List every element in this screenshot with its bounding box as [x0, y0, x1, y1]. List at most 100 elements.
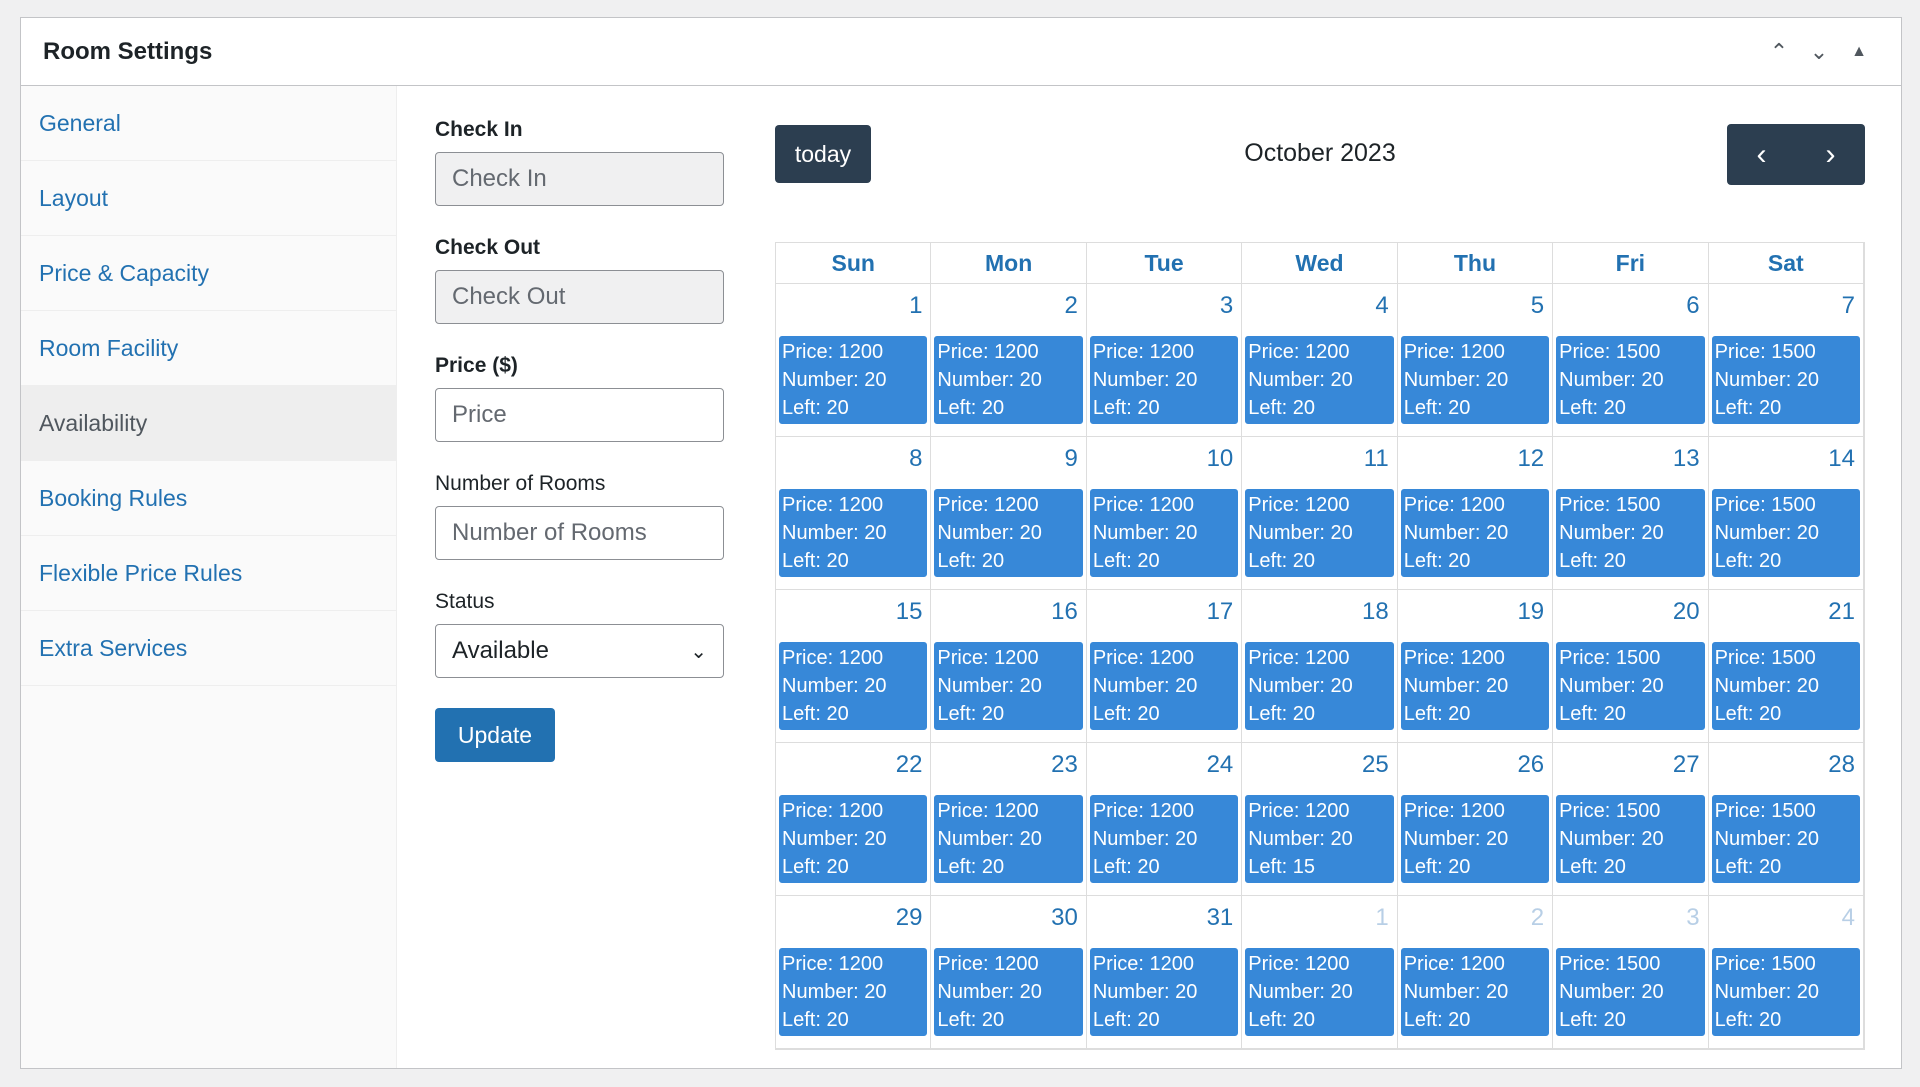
- availability-event[interactable]: Price: 1500 Number: 20 Left: 20: [1711, 948, 1860, 1036]
- day-number[interactable]: 30: [1051, 904, 1078, 931]
- day-number[interactable]: 31: [1206, 904, 1234, 931]
- day-cell[interactable]: 31 Price: 1200 Number: 20 Left: 20: [1086, 896, 1243, 1049]
- toggle-panel-icon[interactable]: ▲: [1851, 42, 1867, 60]
- availability-event[interactable]: Price: 1200 Number: 20 Left: 20: [1400, 489, 1550, 577]
- day-number[interactable]: 20: [1672, 598, 1700, 625]
- availability-event[interactable]: Price: 1200 Number: 20 Left: 20: [779, 948, 928, 1036]
- day-number[interactable]: 3: [1686, 904, 1700, 931]
- day-number[interactable]: 23: [1051, 751, 1078, 778]
- availability-event[interactable]: Price: 1500 Number: 20 Left: 20: [1556, 795, 1705, 883]
- availability-event[interactable]: Price: 1500 Number: 20 Left: 20: [1711, 336, 1860, 424]
- day-cell[interactable]: 20 Price: 1500 Number: 20 Left: 20: [1553, 590, 1709, 743]
- day-number[interactable]: 22: [895, 751, 923, 778]
- sidebar-item-room-facility[interactable]: Room Facility: [21, 311, 396, 386]
- check-in-input[interactable]: [435, 152, 724, 206]
- day-number[interactable]: 1: [909, 292, 923, 319]
- availability-event[interactable]: Price: 1200 Number: 20 Left: 20: [1400, 795, 1550, 883]
- availability-event[interactable]: Price: 1200 Number: 20 Left: 20: [1089, 948, 1239, 1036]
- day-cell[interactable]: 6 Price: 1500 Number: 20 Left: 20: [1553, 284, 1709, 437]
- day-number[interactable]: 18: [1362, 598, 1389, 625]
- day-number[interactable]: 11: [1363, 445, 1389, 472]
- day-number[interactable]: 4: [1841, 904, 1855, 931]
- day-number[interactable]: 8: [909, 445, 923, 472]
- availability-event[interactable]: Price: 1200 Number: 20 Left: 20: [1245, 948, 1394, 1036]
- availability-event[interactable]: Price: 1200 Number: 20 Left: 20: [934, 795, 1083, 883]
- day-number[interactable]: 16: [1051, 598, 1078, 625]
- availability-event[interactable]: Price: 1200 Number: 20 Left: 20: [1400, 642, 1550, 730]
- availability-event[interactable]: Price: 1200 Number: 20 Left: 20: [1089, 336, 1239, 424]
- availability-event[interactable]: Price: 1200 Number: 20 Left: 15: [1245, 795, 1394, 883]
- day-cell[interactable]: 21 Price: 1500 Number: 20 Left: 20: [1708, 590, 1864, 743]
- availability-event[interactable]: Price: 1200 Number: 20 Left: 20: [779, 795, 928, 883]
- day-number[interactable]: 10: [1206, 445, 1234, 472]
- day-number[interactable]: 2: [1530, 904, 1545, 931]
- day-number[interactable]: 15: [895, 598, 923, 625]
- availability-event[interactable]: Price: 1200 Number: 20 Left: 20: [1400, 948, 1550, 1036]
- day-cell[interactable]: 25 Price: 1200 Number: 20 Left: 15: [1242, 743, 1398, 896]
- check-out-input[interactable]: [435, 270, 724, 324]
- day-number[interactable]: 25: [1362, 751, 1389, 778]
- day-number[interactable]: 2: [1064, 292, 1078, 319]
- availability-event[interactable]: Price: 1200 Number: 20 Left: 20: [1400, 336, 1550, 424]
- availability-event[interactable]: Price: 1500 Number: 20 Left: 20: [1556, 489, 1705, 577]
- day-number[interactable]: 28: [1828, 751, 1855, 778]
- day-cell[interactable]: 12 Price: 1200 Number: 20 Left: 20: [1397, 437, 1554, 590]
- day-number[interactable]: 27: [1672, 751, 1700, 778]
- day-cell[interactable]: 2 Price: 1200 Number: 20 Left: 20: [1397, 896, 1554, 1049]
- day-number[interactable]: 9: [1064, 445, 1078, 472]
- day-cell[interactable]: 10 Price: 1200 Number: 20 Left: 20: [1086, 437, 1243, 590]
- status-select[interactable]: Available ⌄: [435, 624, 724, 678]
- sidebar-item-booking-rules[interactable]: Booking Rules: [21, 461, 396, 536]
- move-down-icon[interactable]: ⌄: [1809, 38, 1829, 64]
- availability-event[interactable]: Price: 1200 Number: 20 Left: 20: [779, 489, 928, 577]
- availability-event[interactable]: Price: 1200 Number: 20 Left: 20: [779, 336, 928, 424]
- day-number[interactable]: 12: [1517, 445, 1545, 472]
- rooms-input[interactable]: [435, 506, 724, 560]
- day-cell[interactable]: 24 Price: 1200 Number: 20 Left: 20: [1086, 743, 1243, 896]
- day-number[interactable]: 21: [1828, 598, 1855, 625]
- day-cell[interactable]: 28 Price: 1500 Number: 20 Left: 20: [1708, 743, 1864, 896]
- day-cell[interactable]: 11 Price: 1200 Number: 20 Left: 20: [1242, 437, 1398, 590]
- availability-event[interactable]: Price: 1500 Number: 20 Left: 20: [1556, 336, 1705, 424]
- day-cell[interactable]: 18 Price: 1200 Number: 20 Left: 20: [1242, 590, 1398, 743]
- day-cell[interactable]: 29 Price: 1200 Number: 20 Left: 20: [776, 896, 932, 1049]
- day-cell[interactable]: 1 Price: 1200 Number: 20 Left: 20: [776, 284, 932, 437]
- day-cell[interactable]: 5 Price: 1200 Number: 20 Left: 20: [1397, 284, 1554, 437]
- availability-event[interactable]: Price: 1500 Number: 20 Left: 20: [1711, 489, 1860, 577]
- day-cell[interactable]: 7 Price: 1500 Number: 20 Left: 20: [1708, 284, 1864, 437]
- day-cell[interactable]: 9 Price: 1200 Number: 20 Left: 20: [931, 437, 1087, 590]
- availability-event[interactable]: Price: 1200 Number: 20 Left: 20: [1245, 489, 1394, 577]
- day-cell[interactable]: 4 Price: 1500 Number: 20 Left: 20: [1708, 896, 1864, 1049]
- availability-event[interactable]: Price: 1200 Number: 20 Left: 20: [934, 642, 1083, 730]
- availability-event[interactable]: Price: 1200 Number: 20 Left: 20: [934, 489, 1083, 577]
- day-cell[interactable]: 16 Price: 1200 Number: 20 Left: 20: [931, 590, 1087, 743]
- day-number[interactable]: 26: [1517, 751, 1545, 778]
- availability-event[interactable]: Price: 1500 Number: 20 Left: 20: [1556, 948, 1705, 1036]
- price-input[interactable]: [435, 388, 724, 442]
- sidebar-item-flexible-price-rules[interactable]: Flexible Price Rules: [21, 536, 396, 611]
- sidebar-item-layout[interactable]: Layout: [21, 161, 396, 236]
- day-cell[interactable]: 14 Price: 1500 Number: 20 Left: 20: [1708, 437, 1864, 590]
- day-number[interactable]: 14: [1828, 445, 1855, 472]
- day-number[interactable]: 3: [1219, 292, 1234, 319]
- day-number[interactable]: 6: [1686, 292, 1700, 319]
- availability-event[interactable]: Price: 1200 Number: 20 Left: 20: [934, 336, 1083, 424]
- day-cell[interactable]: 22 Price: 1200 Number: 20 Left: 20: [776, 743, 932, 896]
- availability-event[interactable]: Price: 1200 Number: 20 Left: 20: [779, 642, 928, 730]
- availability-event[interactable]: Price: 1500 Number: 20 Left: 20: [1711, 795, 1860, 883]
- day-cell[interactable]: 23 Price: 1200 Number: 20 Left: 20: [931, 743, 1087, 896]
- day-number[interactable]: 7: [1841, 292, 1855, 319]
- availability-event[interactable]: Price: 1200 Number: 20 Left: 20: [1089, 489, 1239, 577]
- day-number[interactable]: 19: [1517, 598, 1545, 625]
- day-cell[interactable]: 3 Price: 1500 Number: 20 Left: 20: [1553, 896, 1709, 1049]
- day-number[interactable]: 4: [1375, 292, 1389, 319]
- day-number[interactable]: 29: [895, 904, 923, 931]
- availability-event[interactable]: Price: 1500 Number: 20 Left: 20: [1556, 642, 1705, 730]
- today-button[interactable]: today: [775, 125, 871, 183]
- day-cell[interactable]: 8 Price: 1200 Number: 20 Left: 20: [776, 437, 932, 590]
- day-cell[interactable]: 2 Price: 1200 Number: 20 Left: 20: [931, 284, 1087, 437]
- sidebar-item-price-capacity[interactable]: Price & Capacity: [21, 236, 396, 311]
- day-cell[interactable]: 3 Price: 1200 Number: 20 Left: 20: [1086, 284, 1243, 437]
- availability-event[interactable]: Price: 1500 Number: 20 Left: 20: [1711, 642, 1860, 730]
- day-cell[interactable]: 13 Price: 1500 Number: 20 Left: 20: [1553, 437, 1709, 590]
